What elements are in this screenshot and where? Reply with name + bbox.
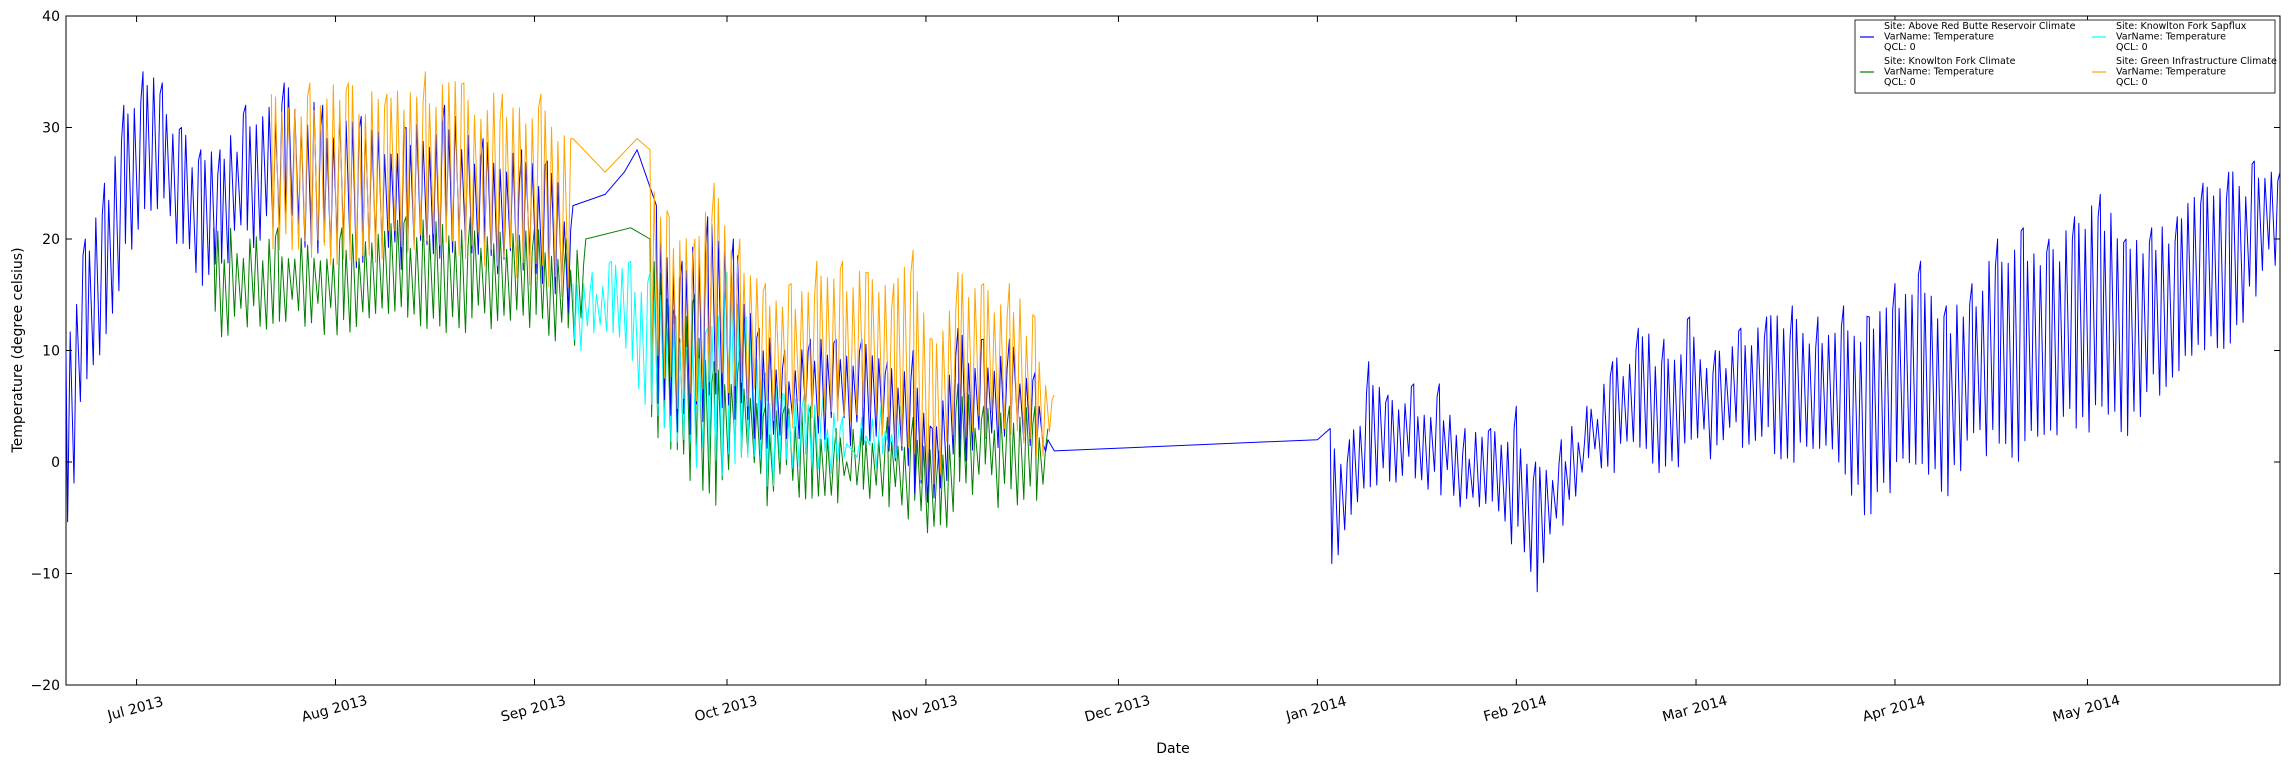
x-tick-label: Sep 2013 — [499, 693, 567, 726]
y-tick-label: 30 — [42, 121, 60, 137]
legend-entry-text: VarName: Temperature — [2116, 67, 2226, 78]
legend-frame — [1854, 19, 2276, 94]
y-tick-label: −20 — [30, 678, 60, 694]
legend-entry-text: QCL: 0 — [1884, 77, 1916, 88]
series-line — [270, 71, 1055, 485]
y-axis: −20 −10 0 10 20 30 40 — [30, 9, 2280, 694]
legend-entry-text: VarName: Temperature — [1884, 67, 1994, 78]
y-tick-label: 0 — [51, 455, 60, 471]
series-line — [572, 260, 901, 487]
series-line — [213, 216, 1049, 534]
y-tick-label: −10 — [30, 567, 60, 583]
legend-entry-text: Site: Above Red Butte Reservoir Climate — [1884, 21, 2076, 32]
legend-entry-text: QCL: 0 — [2116, 42, 2148, 53]
legend-entry-text: QCL: 0 — [2116, 77, 2148, 88]
legend-entry-text: VarName: Temperature — [1884, 32, 1994, 43]
x-tick-label: May 2014 — [2051, 692, 2122, 725]
x-tick-label: Jan 2014 — [1284, 693, 1349, 725]
y-axis-title: Temperature (degree celsius) — [10, 247, 26, 453]
series-layer — [65, 71, 2281, 593]
y-tick-label: 40 — [42, 9, 60, 25]
legend: Site: Above Red Butte Reservoir ClimateV… — [1854, 19, 2277, 94]
x-tick-label: Mar 2014 — [1661, 693, 1729, 726]
legend-entry-text: Site: Green Infrastructure Climate — [2116, 56, 2277, 67]
legend-entry-text: QCL: 0 — [1884, 42, 1916, 53]
x-tick-label: Oct 2013 — [693, 693, 759, 725]
x-tick-label: Dec 2013 — [1083, 693, 1152, 726]
y-tick-label: 10 — [42, 344, 60, 360]
x-tick-label: Aug 2013 — [300, 693, 369, 726]
y-tick-label: 20 — [42, 232, 60, 248]
x-tick-label: Apr 2014 — [1861, 693, 1927, 725]
x-tick-label: Feb 2014 — [1482, 693, 1549, 725]
x-tick-label: Nov 2013 — [890, 693, 959, 726]
legend-entry-text: Site: Knowlton Fork Sapflux — [2116, 21, 2247, 32]
legend-entry-text: VarName: Temperature — [2116, 32, 2226, 43]
x-axis-title: Date — [1156, 741, 1189, 757]
x-tick-label: Jul 2013 — [105, 694, 165, 724]
legend-entry-text: Site: Knowlton Fork Climate — [1884, 56, 2016, 67]
